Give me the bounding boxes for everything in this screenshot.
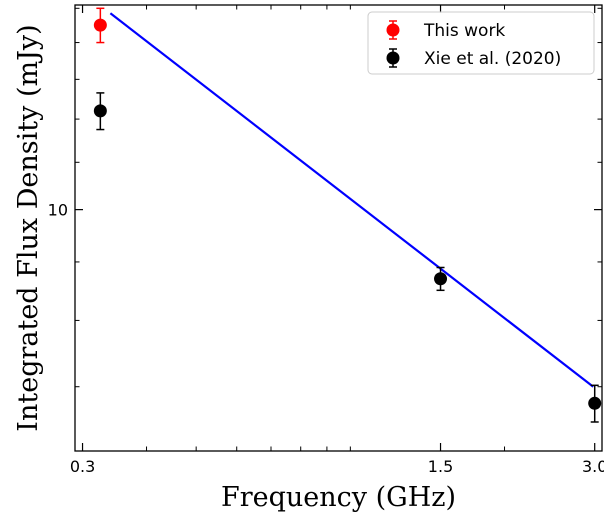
data-point: [588, 396, 602, 410]
ticks-layer: 0.3 1.5 3.0 10: [48, 5, 604, 476]
legend-marker: [386, 23, 400, 37]
legend-box: [367, 11, 595, 75]
legend-marker: [386, 51, 400, 65]
x-tick-label: 1.5: [428, 457, 453, 476]
fit-line: [109, 12, 594, 388]
x-tick-label: 0.3: [70, 457, 95, 476]
x-axis-title: Frequency (GHz): [221, 482, 456, 513]
data-point: [434, 272, 448, 286]
fit-layer: [109, 12, 594, 388]
legend: This work Xie et al. (2020): [367, 11, 595, 75]
plot-frame: [74, 4, 603, 452]
points-layer: [93, 7, 602, 423]
y-tick-label: 10: [48, 201, 68, 220]
data-point: [93, 18, 107, 32]
y-axis-title: Integrated Flux Density (mJy): [13, 24, 44, 431]
data-point: [93, 104, 107, 118]
x-tick-label: 3.0: [582, 457, 604, 476]
legend-label: This work: [423, 21, 505, 41]
legend-label: Xie et al. (2020): [424, 49, 561, 69]
